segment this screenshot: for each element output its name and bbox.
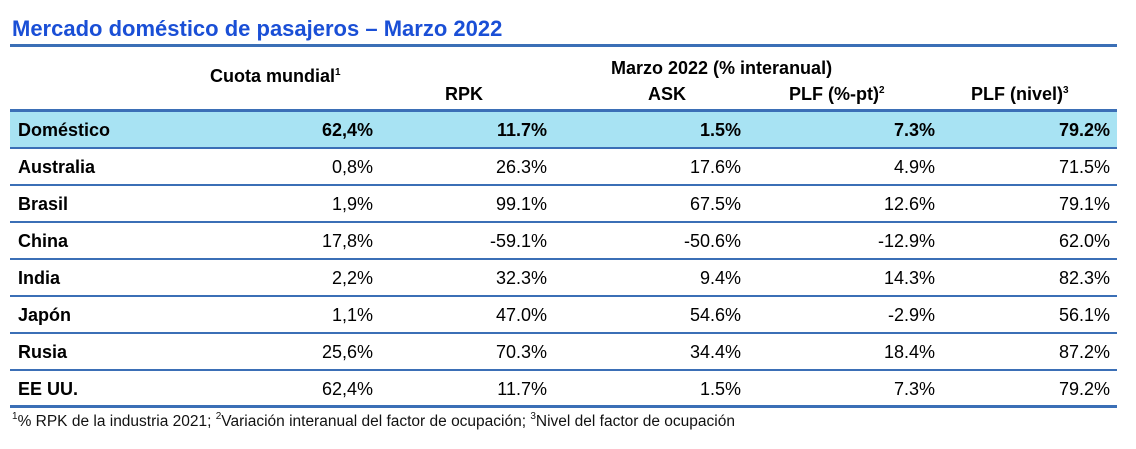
cell-plf-pt: 7.3% — [893, 120, 935, 140]
table-row-domestico: Doméstico 62,4% 11.7% 1.5% 7.3% 79.2% — [10, 112, 1117, 149]
row-name: Japón — [18, 305, 72, 325]
footnote-text-2: Variación interanual del factor de ocupa… — [221, 413, 531, 430]
cell-plf-nivel: 62.0% — [1058, 231, 1110, 251]
footnote-marker-1: 1 — [335, 67, 341, 78]
table-row-china: China 17,8% -59.1% -50.6% -12.9% 62.0% — [10, 223, 1117, 260]
cell-plf-pt: 18.4% — [883, 342, 935, 362]
header-plf-pt-label: PLF (%-pt) — [789, 84, 879, 104]
cell-ask: 9.4% — [699, 268, 741, 288]
cell-cuota: 1,9% — [331, 194, 373, 214]
row-name: Doméstico — [18, 120, 111, 140]
cell-plf-pt: -2.9% — [887, 305, 935, 325]
cell-rpk: 47.0% — [495, 305, 547, 325]
footnote-sup-1: 1 — [12, 411, 18, 422]
header-cuota-mundial: Cuota mundial1 — [210, 66, 341, 87]
cell-ask: 1.5% — [699, 379, 741, 399]
table-row-ee-uu: EE UU. 62,4% 11.7% 1.5% 7.3% 79.2% — [10, 371, 1117, 408]
row-name: EE UU. — [18, 379, 79, 399]
cell-ask: 1.5% — [699, 120, 741, 140]
cell-rpk: -59.1% — [489, 231, 547, 251]
footnote: 1% RPK de la industria 2021; 2Variación … — [12, 411, 735, 431]
table-row-rusia: Rusia 25,6% 70.3% 34.4% 18.4% 87.2% — [10, 334, 1117, 371]
cell-ask: -50.6% — [683, 231, 741, 251]
cell-plf-nivel: 79.1% — [1058, 194, 1110, 214]
table-title: Mercado doméstico de pasajeros – Marzo 2… — [12, 16, 503, 41]
cell-cuota: 62,4% — [321, 120, 373, 140]
cell-plf-nivel: 56.1% — [1058, 305, 1110, 325]
row-divider — [10, 332, 1117, 334]
footnote-sup-2: 2 — [215, 411, 222, 422]
cell-plf-nivel: 82.3% — [1058, 268, 1110, 288]
header-group-marzo: Marzo 2022 (% interanual) — [611, 58, 833, 78]
cell-rpk: 70.3% — [495, 342, 547, 362]
row-name: China — [18, 231, 69, 251]
cell-rpk: 99.1% — [495, 194, 547, 214]
table-row-japon: Japón 1,1% 47.0% 54.6% -2.9% 56.1% — [10, 297, 1117, 334]
cell-plf-pt: 14.3% — [883, 268, 935, 288]
header-plf-nivel: PLF (nivel)3 — [971, 84, 1069, 105]
cell-rpk: 26.3% — [495, 157, 547, 177]
title-divider — [10, 44, 1117, 47]
cell-cuota: 0,8% — [331, 157, 373, 177]
cell-plf-nivel: 71.5% — [1058, 157, 1110, 177]
cell-cuota: 62,4% — [321, 379, 373, 399]
cell-cuota: 25,6% — [321, 342, 373, 362]
cell-plf-pt: 7.3% — [893, 379, 935, 399]
cell-rpk: 11.7% — [497, 379, 547, 399]
row-name: Brasil — [18, 194, 69, 214]
header-ask: ASK — [648, 84, 687, 104]
row-name: Australia — [18, 157, 96, 177]
cell-plf-pt: -12.9% — [877, 231, 935, 251]
footnote-sup-3: 3 — [530, 411, 536, 422]
cell-rpk: 11.7% — [496, 120, 547, 140]
row-divider — [10, 184, 1117, 186]
cell-ask: 17.6% — [689, 157, 741, 177]
cell-plf-pt: 4.9% — [893, 157, 935, 177]
row-name: India — [18, 268, 61, 288]
footnote-marker-3: 3 — [1063, 85, 1069, 96]
cell-rpk: 32.3% — [495, 268, 547, 288]
cell-plf-pt: 12.6% — [883, 194, 935, 214]
footnote-marker-2: 2 — [878, 85, 885, 96]
header-rpk: RPK — [445, 84, 484, 104]
header-cuota-label: Cuota mundial — [210, 66, 335, 86]
table-row-brasil: Brasil 1,9% 99.1% 67.5% 12.6% 79.1% — [10, 186, 1117, 223]
table-bottom-rule — [10, 405, 1117, 408]
row-divider — [10, 295, 1117, 297]
row-divider — [10, 369, 1117, 371]
row-divider — [10, 221, 1117, 223]
cell-ask: 34.4% — [689, 342, 741, 362]
cell-plf-nivel: 79.2% — [1058, 120, 1110, 140]
cell-plf-nivel: 87.2% — [1058, 342, 1110, 362]
cell-ask: 67.5% — [689, 194, 741, 214]
row-divider — [10, 147, 1117, 149]
header-divider — [10, 109, 1117, 112]
footnote-text-1: % RPK de la industria 2021; — [17, 413, 216, 430]
cell-plf-nivel: 79.2% — [1058, 379, 1110, 399]
row-divider — [10, 258, 1117, 260]
row-name: Rusia — [18, 342, 68, 362]
cell-cuota: 1,1% — [331, 305, 373, 325]
footnote-text-3: Nivel del factor de ocupación — [535, 413, 735, 430]
cell-cuota: 2,2% — [331, 268, 373, 288]
table-row-india: India 2,2% 32.3% 9.4% 14.3% 82.3% — [10, 260, 1117, 297]
table-row-australia: Australia 0,8% 26.3% 17.6% 4.9% 71.5% — [10, 149, 1117, 186]
header-plf-nivel-label: PLF (nivel) — [971, 84, 1064, 104]
header-plf-pt: PLF (%-pt)2 — [789, 84, 885, 105]
cell-cuota: 17,8% — [321, 231, 373, 251]
cell-ask: 54.6% — [689, 305, 741, 325]
